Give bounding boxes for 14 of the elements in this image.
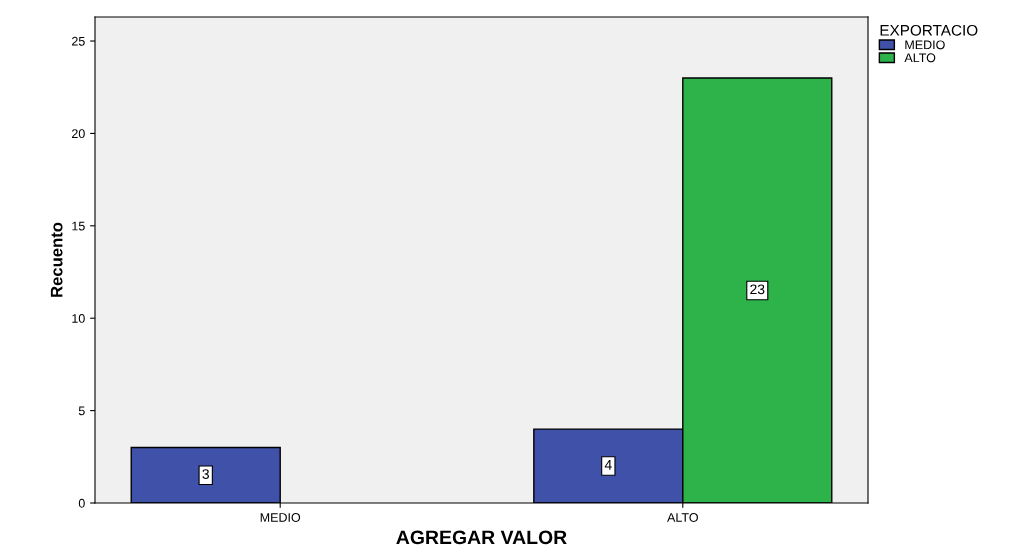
data-label: 4 xyxy=(604,460,612,470)
y-tick-label: 25 xyxy=(72,36,85,46)
y-tick-label: 0 xyxy=(78,498,85,508)
x-axis-title: AGREGAR VALOR xyxy=(396,530,567,545)
legend-label: ALTO xyxy=(904,53,936,63)
data-label: 3 xyxy=(202,469,209,480)
y-tick-label: 15 xyxy=(72,221,85,231)
legend-title: EXPORTACIO xyxy=(880,24,978,36)
y-tick-label: 10 xyxy=(72,314,85,323)
y-tick-label: 20 xyxy=(72,129,85,139)
legend-label: MEDIO xyxy=(905,40,945,50)
data-label: 23 xyxy=(750,284,765,295)
y-axis-title: Recuento xyxy=(50,222,63,297)
y-tick-label: 5 xyxy=(78,406,85,416)
